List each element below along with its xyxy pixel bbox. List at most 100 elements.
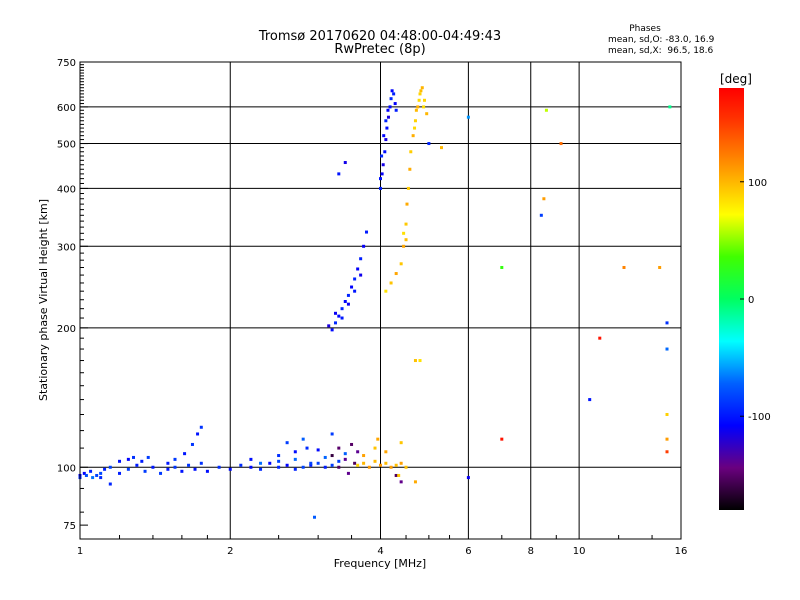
colorbar-label: [deg] [720,72,752,86]
data-point [389,97,393,101]
data-point [359,273,363,277]
data-point [277,465,281,469]
colorbar-tick-label: 0 [748,295,754,306]
data-point [500,437,504,441]
axes: 1 2 4 6 8 10 16 75 100 200 300 400 500 600 750 [57,58,687,557]
data-point [399,461,403,465]
data-point [399,480,403,484]
data-point [365,230,369,234]
data-point [382,134,386,138]
data-point [658,265,662,269]
data-point [598,336,602,340]
data-point [500,265,504,269]
data-point [665,321,669,325]
data-point [350,442,354,446]
data-point [356,450,360,454]
data-point [166,461,170,465]
data-point [404,222,408,226]
data-point [414,108,418,112]
data-points [78,86,672,519]
data-point [199,425,203,429]
data-point [542,197,546,201]
data-point [166,467,170,471]
data-point [384,289,388,293]
data-point [539,213,543,217]
data-point [151,465,155,469]
data-point [665,347,669,351]
data-point [91,476,95,480]
data-point [359,257,363,261]
x-tick-label: 2 [227,546,233,557]
y-axis-label: Stationary phase Virtual Height [km] [37,199,50,401]
data-point [353,289,357,293]
x-axis-label: Frequency [MHz] [334,557,426,570]
data-point [411,134,415,138]
data-point [103,467,107,471]
colorbar-tick-label: -100 [748,412,771,423]
x-tick-label: 4 [377,546,383,557]
data-point [132,455,136,459]
data-point [440,146,444,150]
data-point [427,142,431,146]
data-point [323,455,327,459]
y-tick-label: 300 [57,242,76,253]
data-point [404,238,408,242]
data-point [108,482,112,486]
data-point [330,454,334,458]
y-tick-label: 200 [57,324,76,335]
data-point [199,461,203,465]
data-point [399,262,403,266]
data-point [95,473,99,477]
data-point [337,459,341,463]
data-point [301,465,305,469]
data-point [362,461,366,465]
stats-heading: Phases [629,24,661,34]
data-point [173,457,177,461]
data-point [381,163,385,167]
data-point [293,467,297,471]
data-point [384,450,388,454]
chart-subtitle: RwPretec (8p) [334,42,425,57]
data-point [417,98,421,102]
chart-title: Tromsø 20170620 04:48:00-04:49:43 [258,29,501,44]
data-point [413,359,417,363]
data-point [99,476,103,480]
data-point [622,265,626,269]
data-point [143,469,147,473]
data-point [559,142,563,146]
data-point [544,108,548,112]
x-tick-label: 8 [528,546,534,557]
data-point [190,442,194,446]
data-point [384,138,388,142]
data-point [183,452,187,456]
data-point [180,469,184,473]
data-point [343,452,347,456]
data-point [373,459,377,463]
data-point [228,467,232,471]
data-point [346,302,350,306]
data-point [330,463,334,467]
data-point [285,441,289,445]
data-point [337,314,341,318]
data-point [333,321,337,325]
x-tick-label: 6 [465,546,471,557]
data-point [89,469,93,473]
data-point [239,463,243,467]
data-point [337,172,341,176]
data-point [422,105,426,109]
data-point [588,398,592,402]
data-point [173,465,177,469]
data-point [379,463,382,467]
data-point [397,473,401,477]
x-tick-label: 10 [573,546,586,557]
data-point [82,471,86,475]
data-point [413,480,417,484]
data-point [394,463,398,467]
plot-frame [79,61,682,540]
data-point [379,186,382,190]
data-point [384,461,388,465]
data-point [293,457,297,461]
data-point [327,324,331,328]
data-point [140,459,144,463]
